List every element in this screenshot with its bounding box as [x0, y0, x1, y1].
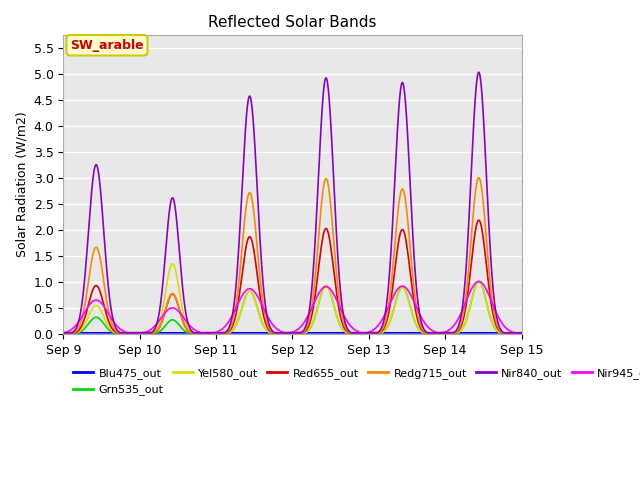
Text: SW_arable: SW_arable	[70, 39, 144, 52]
Y-axis label: Solar Radiation (W/m2): Solar Radiation (W/m2)	[15, 112, 28, 257]
Title: Reflected Solar Bands: Reflected Solar Bands	[208, 15, 377, 30]
Legend: Blu475_out, Grn535_out, Yel580_out, Red655_out, Redg715_out, Nir840_out, Nir945_: Blu475_out, Grn535_out, Yel580_out, Red6…	[69, 364, 640, 400]
